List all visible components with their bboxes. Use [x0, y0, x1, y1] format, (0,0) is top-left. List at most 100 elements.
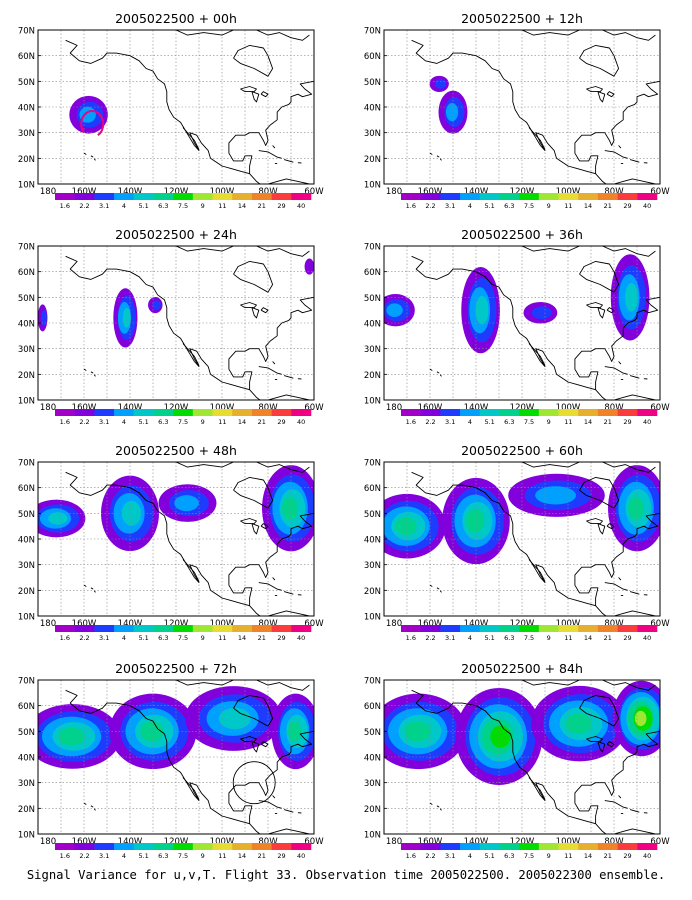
longitude-label: 100W: [210, 403, 235, 413]
longitude-label: 180: [40, 403, 56, 413]
colorbar-label: 11: [564, 852, 572, 860]
colorbar-swatch: [519, 193, 540, 200]
plume-core: [625, 283, 638, 312]
colorbar-swatch: [251, 193, 272, 200]
panel-24h: 2005022500 + 48h 70N 60N 50N 40N 30N 20N 10N 180…: [0, 443, 340, 654]
colorbar-swatch: [499, 843, 520, 850]
colorbar-swatch: [291, 843, 312, 850]
plume-core: [282, 496, 298, 520]
variance-plume: [523, 301, 558, 324]
latitude-label: 70N: [364, 459, 381, 469]
longitude-label: 140W: [464, 187, 489, 197]
colorbar-swatch: [153, 193, 174, 200]
colorbar-swatch: [55, 843, 75, 850]
colorbar-swatch: [519, 409, 540, 416]
longitude-label: 100W: [556, 837, 581, 847]
colorbar-label: 3.1: [99, 634, 109, 642]
colorbar-swatch: [114, 625, 135, 632]
colorbar-label: 2.2: [79, 202, 89, 210]
map-gridlines: [384, 680, 660, 834]
panel-48h: 2005022500 + 12h 70N 60N 50N 40N 30N 20N 10N 180…: [346, 11, 686, 222]
longitude-label: 60W: [304, 403, 324, 413]
latitude-label: 50N: [18, 510, 35, 520]
colorbar-swatch: [558, 843, 579, 850]
colorbar-swatch: [519, 625, 540, 632]
variance-plume: [508, 473, 605, 517]
colorbar-swatch: [479, 843, 500, 850]
longitude-label: 180: [40, 619, 56, 629]
variance-plume: [158, 484, 217, 522]
variance-plume: [38, 499, 86, 538]
latitude-label: 50N: [18, 728, 35, 738]
colorbar-swatch: [133, 625, 154, 632]
coastlines: [65, 30, 314, 184]
panel-title: 2005022500 + 12h: [461, 12, 583, 26]
longitude-label: 60W: [304, 619, 324, 629]
panel-title: 2005022500 + 72h: [115, 662, 237, 676]
colorbar-swatch: [420, 409, 441, 416]
latitude-label: 20N: [364, 155, 381, 165]
colorbar-label: 29: [277, 852, 285, 860]
colorbar-label: 11: [564, 202, 572, 210]
latitude-label: 30N: [18, 345, 35, 355]
longitude-label: 160W: [418, 837, 443, 847]
colorbar-label: 5.1: [138, 634, 148, 642]
panel-map-svg: 2005022500 + 12h 70N 60N 50N 40N 30N 20N 10N 180…: [364, 11, 670, 210]
plume-core: [465, 509, 485, 533]
colorbar-label: 21: [258, 418, 266, 426]
colorbar-swatch: [637, 409, 658, 416]
latitude-label: 70N: [364, 27, 381, 37]
panel-map-svg: 2005022500 + 84h 70N 60N 50N 40N 30N 20N 10N 180…: [364, 661, 670, 860]
latitude-label: 50N: [364, 294, 381, 304]
colorbar-swatch: [291, 409, 312, 416]
colorbar-swatch: [192, 843, 213, 850]
colorbar-label: 6.3: [158, 202, 168, 210]
longitude-label: 140W: [464, 837, 489, 847]
plume-core: [445, 103, 459, 122]
longitude-label: 180: [386, 619, 402, 629]
colorbar-swatch: [192, 409, 213, 416]
colorbar-label: 11: [218, 852, 226, 860]
panel-title: 2005022500 + 60h: [461, 444, 583, 458]
colorbar-swatch: [460, 843, 481, 850]
colorbar-label: 2.2: [425, 202, 435, 210]
latitude-label: 20N: [364, 587, 381, 597]
colorbar-label: 29: [277, 202, 285, 210]
colorbar-label: 6.3: [504, 202, 514, 210]
colorbar-swatch: [499, 409, 520, 416]
latitude-label: 70N: [18, 677, 35, 687]
colorbar-swatch: [133, 843, 154, 850]
colorbar-label: 2.2: [425, 418, 435, 426]
colorbar-label: 9: [201, 852, 205, 860]
colorbar-swatch: [617, 843, 638, 850]
latitude-label: 40N: [18, 320, 35, 330]
longitude-label: 60W: [304, 837, 324, 847]
colorbar-label: 9: [547, 852, 551, 860]
colorbar-label: 4: [122, 634, 126, 642]
colorbar-swatch: [460, 409, 481, 416]
longitude-label: 80W: [604, 403, 624, 413]
colorbar-swatch: [637, 625, 658, 632]
colorbar-swatch: [173, 843, 194, 850]
latitude-label: 10N: [364, 181, 381, 191]
coastlines: [411, 30, 660, 184]
colorbar-swatch: [74, 843, 95, 850]
colorbar-label: 14: [238, 418, 246, 426]
latitude-label: 70N: [18, 459, 35, 469]
variance-plume: [69, 95, 108, 134]
colorbar-swatch: [153, 625, 174, 632]
colorbar-swatch: [440, 409, 461, 416]
variance-plume: [113, 288, 138, 348]
observation-circle-marker: [80, 110, 105, 137]
latitude-label: 40N: [364, 320, 381, 330]
colorbar-label: 4: [468, 202, 472, 210]
colorbar-swatch: [440, 625, 461, 632]
colorbar-swatch: [271, 625, 292, 632]
longitude-label: 180: [386, 403, 402, 413]
colorbar-label: 11: [218, 202, 226, 210]
longitude-label: 180: [40, 837, 56, 847]
colorbar-swatch: [558, 625, 579, 632]
colorbar-swatch: [173, 193, 194, 200]
longitude-label: 140W: [118, 619, 143, 629]
plume-core: [565, 713, 592, 734]
